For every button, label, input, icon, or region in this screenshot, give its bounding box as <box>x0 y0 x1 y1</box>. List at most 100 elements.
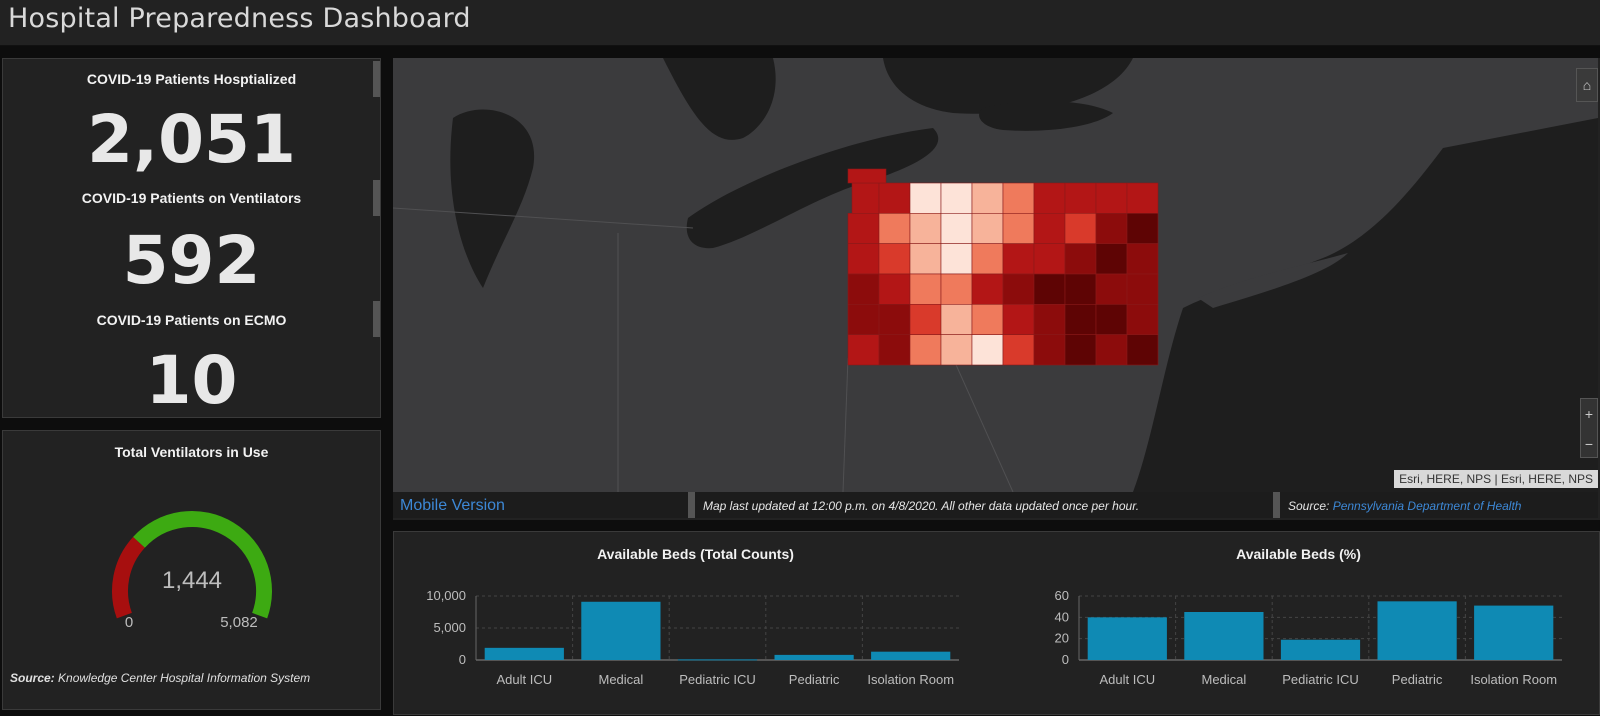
county[interactable] <box>847 213 880 244</box>
panel-scroll-tab[interactable] <box>373 301 380 337</box>
zoom-in-button[interactable]: + <box>1584 406 1594 422</box>
home-button[interactable]: ⌂ <box>1576 68 1598 102</box>
county[interactable] <box>909 273 942 305</box>
county[interactable] <box>1095 334 1128 366</box>
stat-label-hospitalized: COVID-19 Patients Hosptialized <box>86 71 297 87</box>
county[interactable] <box>940 334 973 366</box>
chart-title: Available Beds (%) <box>1236 546 1361 562</box>
charts-panel: Available Beds (Total Counts) 0 5,000 10,0… <box>393 531 1600 715</box>
panel-scroll-tab[interactable] <box>373 61 380 97</box>
county[interactable] <box>940 243 973 275</box>
x-tick-label: Adult ICU <box>496 672 552 687</box>
county[interactable] <box>1126 304 1159 335</box>
county[interactable] <box>1033 243 1066 275</box>
chart-title: Available Beds (Total Counts) <box>597 546 794 562</box>
panel-scroll-tab[interactable] <box>373 180 380 216</box>
county[interactable] <box>940 213 973 244</box>
gauge-arc-max <box>133 511 272 619</box>
bar-medical[interactable] <box>1184 612 1264 660</box>
county[interactable] <box>851 182 880 214</box>
county[interactable] <box>878 243 911 275</box>
county[interactable] <box>878 182 911 214</box>
county[interactable] <box>909 213 942 244</box>
county[interactable] <box>847 273 880 305</box>
map-attribution: Esri, HERE, NPS | Esri, HERE, NPS <box>1394 470 1598 488</box>
county[interactable] <box>1002 182 1035 214</box>
county[interactable] <box>1095 182 1128 214</box>
gauge-value: 1,444 <box>162 567 222 594</box>
county[interactable] <box>1126 334 1159 366</box>
bar-pediatric[interactable] <box>1377 601 1457 660</box>
bar-isolation-room[interactable] <box>871 651 951 660</box>
stat-value-ventilators: 592 <box>122 222 261 299</box>
county[interactable] <box>1064 243 1097 275</box>
zoom-out-button[interactable]: − <box>1584 436 1594 452</box>
bar-pediatric-icu[interactable] <box>677 659 758 661</box>
county[interactable] <box>878 273 911 305</box>
bar-isolation-room[interactable] <box>1474 605 1554 660</box>
basemap[interactable] <box>393 58 1598 492</box>
bar-adult-icu[interactable] <box>1087 617 1167 660</box>
county[interactable] <box>971 334 1004 366</box>
county[interactable] <box>1033 273 1066 305</box>
county[interactable] <box>1064 213 1097 244</box>
source-link[interactable]: Pennsylvania Department of Health <box>1332 499 1522 513</box>
chart-beds-percent: Available Beds (%) 0 20 40 60 Adult ICU Medic… <box>997 532 1600 716</box>
county[interactable] <box>1126 213 1159 244</box>
x-tick-label: Adult ICU <box>1099 672 1155 687</box>
county[interactable] <box>1126 273 1159 305</box>
county[interactable] <box>1095 273 1128 305</box>
zoom-controls[interactable]: + − <box>1580 398 1598 458</box>
county[interactable] <box>909 243 942 275</box>
footer-divider <box>1273 492 1280 518</box>
county[interactable] <box>1033 334 1066 366</box>
county[interactable] <box>940 304 973 335</box>
county[interactable] <box>1033 213 1066 244</box>
county[interactable] <box>847 243 880 275</box>
county[interactable] <box>847 334 880 366</box>
county[interactable] <box>847 304 880 335</box>
county[interactable] <box>847 168 887 184</box>
county[interactable] <box>940 273 973 305</box>
county[interactable] <box>1002 213 1035 244</box>
county[interactable] <box>1064 334 1097 366</box>
county[interactable] <box>1126 182 1159 214</box>
county[interactable] <box>1064 273 1097 305</box>
bar-pediatric[interactable] <box>774 654 854 660</box>
county[interactable] <box>909 182 942 214</box>
county[interactable] <box>940 182 973 214</box>
county[interactable] <box>971 304 1004 335</box>
county[interactable] <box>1064 182 1097 214</box>
y-tick-label: 10,000 <box>426 588 466 603</box>
county[interactable] <box>971 243 1004 275</box>
county[interactable] <box>1033 182 1066 214</box>
county[interactable] <box>1002 243 1035 275</box>
county[interactable] <box>1002 273 1035 305</box>
county[interactable] <box>878 334 911 366</box>
county[interactable] <box>1002 334 1035 366</box>
county[interactable] <box>971 213 1004 244</box>
y-tick-label: 20 <box>1055 631 1069 646</box>
bar-adult-icu[interactable] <box>484 647 564 660</box>
county[interactable] <box>971 273 1004 305</box>
county[interactable] <box>1095 304 1128 335</box>
county[interactable] <box>1126 243 1159 275</box>
map-footer: Mobile Version Map last updated at 12:00… <box>393 492 1598 518</box>
bar-pediatric-icu[interactable] <box>1280 639 1361 660</box>
atlantic-ocean <box>1133 118 1598 492</box>
county[interactable] <box>1033 304 1066 335</box>
county[interactable] <box>1095 243 1128 275</box>
county[interactable] <box>1095 213 1128 244</box>
county[interactable] <box>878 304 911 335</box>
county[interactable] <box>909 334 942 366</box>
mobile-version-link[interactable]: Mobile Version <box>400 497 505 514</box>
pennsylvania-county-map[interactable] <box>847 168 1159 366</box>
map-view[interactable]: ⌂ + − Esri, HERE, NPS | Esri, HERE, NPS <box>393 58 1598 492</box>
county[interactable] <box>971 182 1004 214</box>
county[interactable] <box>909 304 942 335</box>
bar-medical[interactable] <box>581 601 661 660</box>
county[interactable] <box>1002 304 1035 335</box>
county[interactable] <box>1064 304 1097 335</box>
gauge-panel: Total Ventilators in Use 1,444 0 5,082 S… <box>2 430 381 710</box>
county[interactable] <box>878 213 911 244</box>
